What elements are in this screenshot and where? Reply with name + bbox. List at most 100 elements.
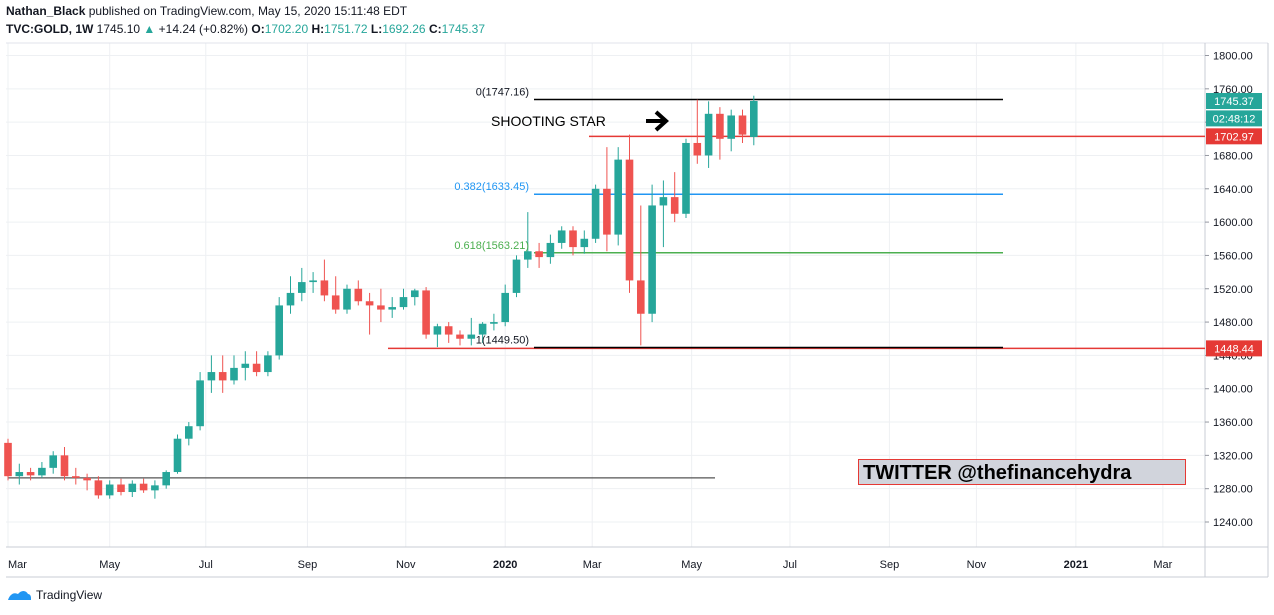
candles <box>4 95 758 499</box>
candle <box>162 470 170 489</box>
symbol-label[interactable]: TVC:GOLD, 1W <box>6 22 94 36</box>
x-tick-label: Sep <box>880 559 900 571</box>
fib-label: 0.382(1633.45) <box>454 181 529 193</box>
candle <box>569 226 577 256</box>
y-tick-label: 1280.00 <box>1213 484 1253 496</box>
shooting-star-label: SHOOTING STAR <box>491 113 606 129</box>
candle-body <box>49 455 57 468</box>
candle-body <box>557 230 566 243</box>
candle-body <box>399 297 408 308</box>
low-label: L: <box>370 22 383 36</box>
candle-body <box>411 290 419 298</box>
candle <box>625 134 634 293</box>
open-value: 1702.20 <box>264 22 309 36</box>
candle-body <box>15 472 24 477</box>
candle <box>105 480 114 499</box>
candle <box>659 180 668 248</box>
candle <box>693 99 702 164</box>
x-tick-label: Mar <box>8 559 27 571</box>
candle-body <box>433 326 442 335</box>
candle-body <box>512 259 521 293</box>
candle <box>83 473 91 491</box>
candle <box>320 259 329 302</box>
candle-body <box>264 355 272 373</box>
chart-frame <box>6 42 1269 578</box>
y-tick-label: 1240.00 <box>1213 517 1253 529</box>
candle <box>614 147 622 246</box>
candle-body <box>377 305 385 310</box>
candle <box>207 355 216 393</box>
y-tick-label: 1640.00 <box>1213 184 1253 196</box>
candle <box>648 184 656 323</box>
candle-body <box>704 113 713 156</box>
tradingview-footer[interactable]: TradingView <box>6 588 102 602</box>
x-tick-label: Nov <box>967 559 987 571</box>
y-tick-label: 1520.00 <box>1213 284 1253 296</box>
brand-name: TradingView <box>36 588 103 602</box>
candle-body <box>151 485 159 491</box>
candle <box>750 95 758 146</box>
y-tick-label: 1760.00 <box>1213 84 1253 96</box>
candle-body <box>38 467 46 476</box>
y-tick-label: 1480.00 <box>1213 317 1253 329</box>
candle <box>173 434 182 474</box>
candle-body <box>72 476 80 478</box>
y-tick-label: 1560.00 <box>1213 250 1253 262</box>
publish-text: published on TradingView.com, May 15, 20… <box>88 4 408 18</box>
y-tick-label: 1680.00 <box>1213 150 1253 162</box>
candle <box>298 267 306 302</box>
candle-body <box>105 484 114 496</box>
fib-label: 1(1449.50) <box>476 334 529 346</box>
candle <box>535 242 543 268</box>
price-tag-bg <box>1206 340 1262 357</box>
publish-info: Nathan_Black published on TradingView.co… <box>6 4 407 18</box>
candle <box>422 287 430 339</box>
time-axis[interactable]: Mar May Jul Sep Nov 2020 Mar May Jul Sep Nov 2021 Ma… <box>8 559 1173 571</box>
candle <box>682 138 690 218</box>
y-tick-label: 1600.00 <box>1213 217 1253 229</box>
candle <box>15 463 24 485</box>
candle <box>377 288 385 323</box>
candle-body <box>546 242 555 258</box>
candle <box>128 480 137 498</box>
candle <box>591 184 600 243</box>
open-label: O: <box>251 22 265 36</box>
candle-body <box>625 159 634 281</box>
candle <box>388 297 396 318</box>
price-tag-text: 1448.44 <box>1214 343 1254 355</box>
candle <box>331 276 340 314</box>
candle <box>49 451 57 474</box>
ohlc-legend: TVC:GOLD, 1W 1745.10 ▲ +14.24 (+0.82%) O… <box>6 22 485 36</box>
candle-body <box>252 363 261 373</box>
candle <box>218 355 227 393</box>
candle-body <box>128 483 137 493</box>
candle-body <box>196 380 204 427</box>
x-tick-label: 2021 <box>1064 559 1088 571</box>
change-value: +14.24 (+0.82%) <box>158 22 249 36</box>
price-tag-bg <box>1206 128 1262 145</box>
candle-body <box>60 455 69 477</box>
price-tag: 1448.44 <box>1206 340 1262 357</box>
candle-body <box>614 159 622 235</box>
candle-body <box>162 472 170 486</box>
candle <box>433 323 442 348</box>
candle <box>185 422 193 446</box>
candle <box>354 280 363 306</box>
twitter-handle-box: TWITTER @thefinancehydra <box>858 459 1186 485</box>
candle-body <box>286 292 295 306</box>
close-label: C: <box>428 22 442 36</box>
candle-body <box>535 251 543 258</box>
candle <box>557 226 566 249</box>
candle-body <box>241 363 250 368</box>
author-name[interactable]: Nathan_Black <box>6 4 86 18</box>
candle-body <box>603 188 611 235</box>
price-tag-text: 02:48:12 <box>1213 113 1256 125</box>
fib-label: 0.618(1563.21) <box>454 240 529 252</box>
candle <box>365 292 374 335</box>
candle-body <box>365 301 374 306</box>
candle <box>4 438 12 481</box>
price-tag-bg <box>1206 110 1262 127</box>
candle-body <box>185 426 193 439</box>
candle-body <box>4 442 12 477</box>
